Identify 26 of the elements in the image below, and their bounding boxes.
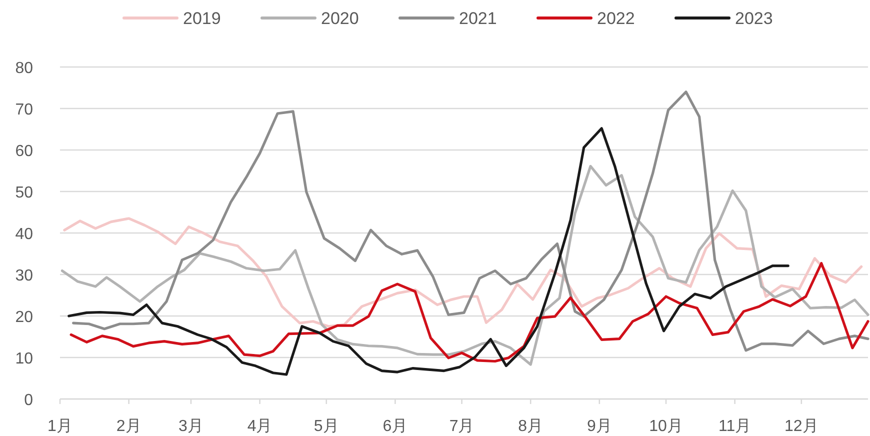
y-tick-label: 10 [15, 350, 34, 368]
x-tick-label: 1月 [48, 418, 72, 435]
legend-label: 2020 [321, 9, 359, 28]
y-tick-label: 70 [15, 102, 34, 118]
x-tick-label: 12月 [784, 418, 818, 435]
x-tick-label: 7月 [449, 418, 474, 435]
legend-label: 2022 [597, 9, 635, 28]
x-tick-label: 11月 [718, 418, 752, 435]
x-tick-label: 3月 [178, 418, 204, 435]
y-tick-label: 60 [15, 143, 34, 160]
y-tick-label: 0 [24, 392, 34, 409]
legend-label: 2023 [735, 9, 773, 28]
x-tick-label: 6月 [382, 418, 408, 435]
legend-label: 2019 [183, 9, 221, 28]
y-tick-label: 80 [15, 60, 34, 77]
x-tick-label: 5月 [314, 418, 339, 435]
x-tick-label: 2月 [116, 418, 142, 435]
x-tick-label: 10月 [649, 418, 683, 435]
y-tick-label: 50 [15, 184, 34, 202]
x-tick-label: 8月 [518, 418, 544, 435]
y-tick-label: 30 [15, 268, 34, 284]
x-tick-label: 4月 [247, 418, 272, 435]
y-tick-label: 40 [15, 226, 34, 243]
legend-label: 2021 [459, 9, 497, 28]
y-tick-label: 20 [15, 309, 34, 326]
x-tick-label: 9月 [586, 418, 612, 435]
